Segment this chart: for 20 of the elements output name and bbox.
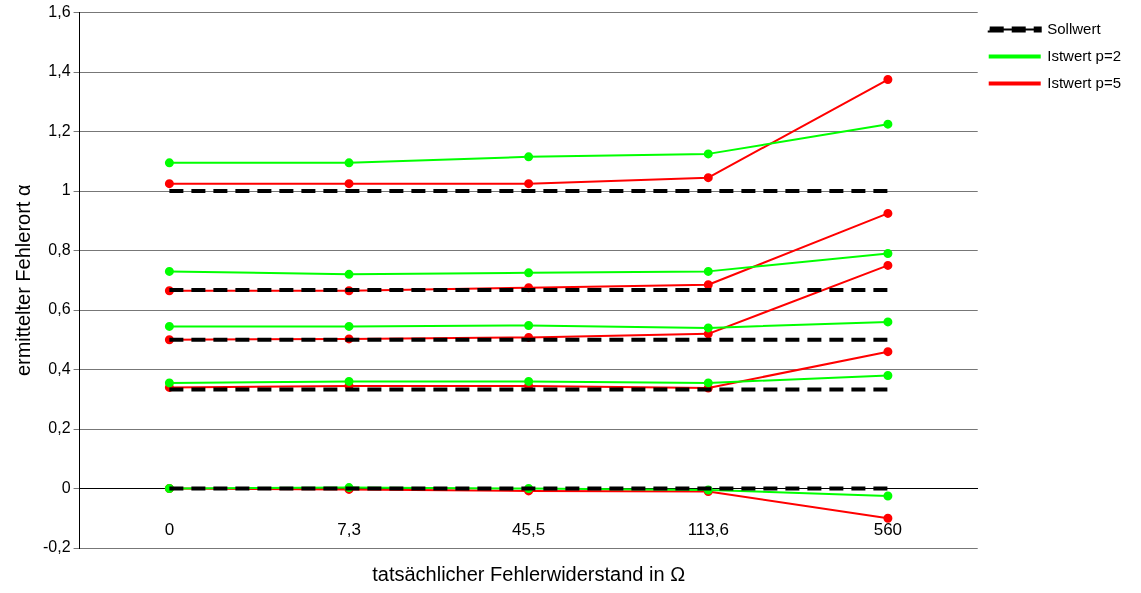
- x-tick-label: 560: [873, 520, 903, 540]
- y-tick-label: 1,2: [48, 121, 71, 139]
- x-tick-label: 113,6: [687, 520, 729, 540]
- y-tick-label: 1: [61, 181, 71, 199]
- legend-label: Istwert p=2: [1047, 46, 1122, 64]
- x-tick-label: 7,3: [337, 520, 361, 540]
- y-axis-title: ermittelter Fehlerort α: [11, 184, 34, 377]
- x-tick-label: 0: [164, 520, 175, 540]
- x-tick-label: 45,5: [512, 520, 546, 540]
- y-tick-label: 1,4: [48, 62, 71, 80]
- legend-label: Istwert p=5: [1047, 73, 1122, 91]
- y-tick-label: 0,8: [48, 240, 71, 258]
- x-axis-title: tatsächlicher Fehlerwiderstand in Ω: [372, 562, 686, 585]
- y-tick-label: 0,4: [48, 359, 71, 377]
- y-tick-label: -0,2: [42, 538, 71, 556]
- y-tick-label: 0: [61, 478, 71, 496]
- y-tick-label: 0,2: [48, 419, 71, 437]
- y-tick-label: 1,6: [48, 3, 71, 21]
- legend-label: Sollwert: [1047, 19, 1102, 37]
- y-tick-label: 0,6: [48, 300, 71, 318]
